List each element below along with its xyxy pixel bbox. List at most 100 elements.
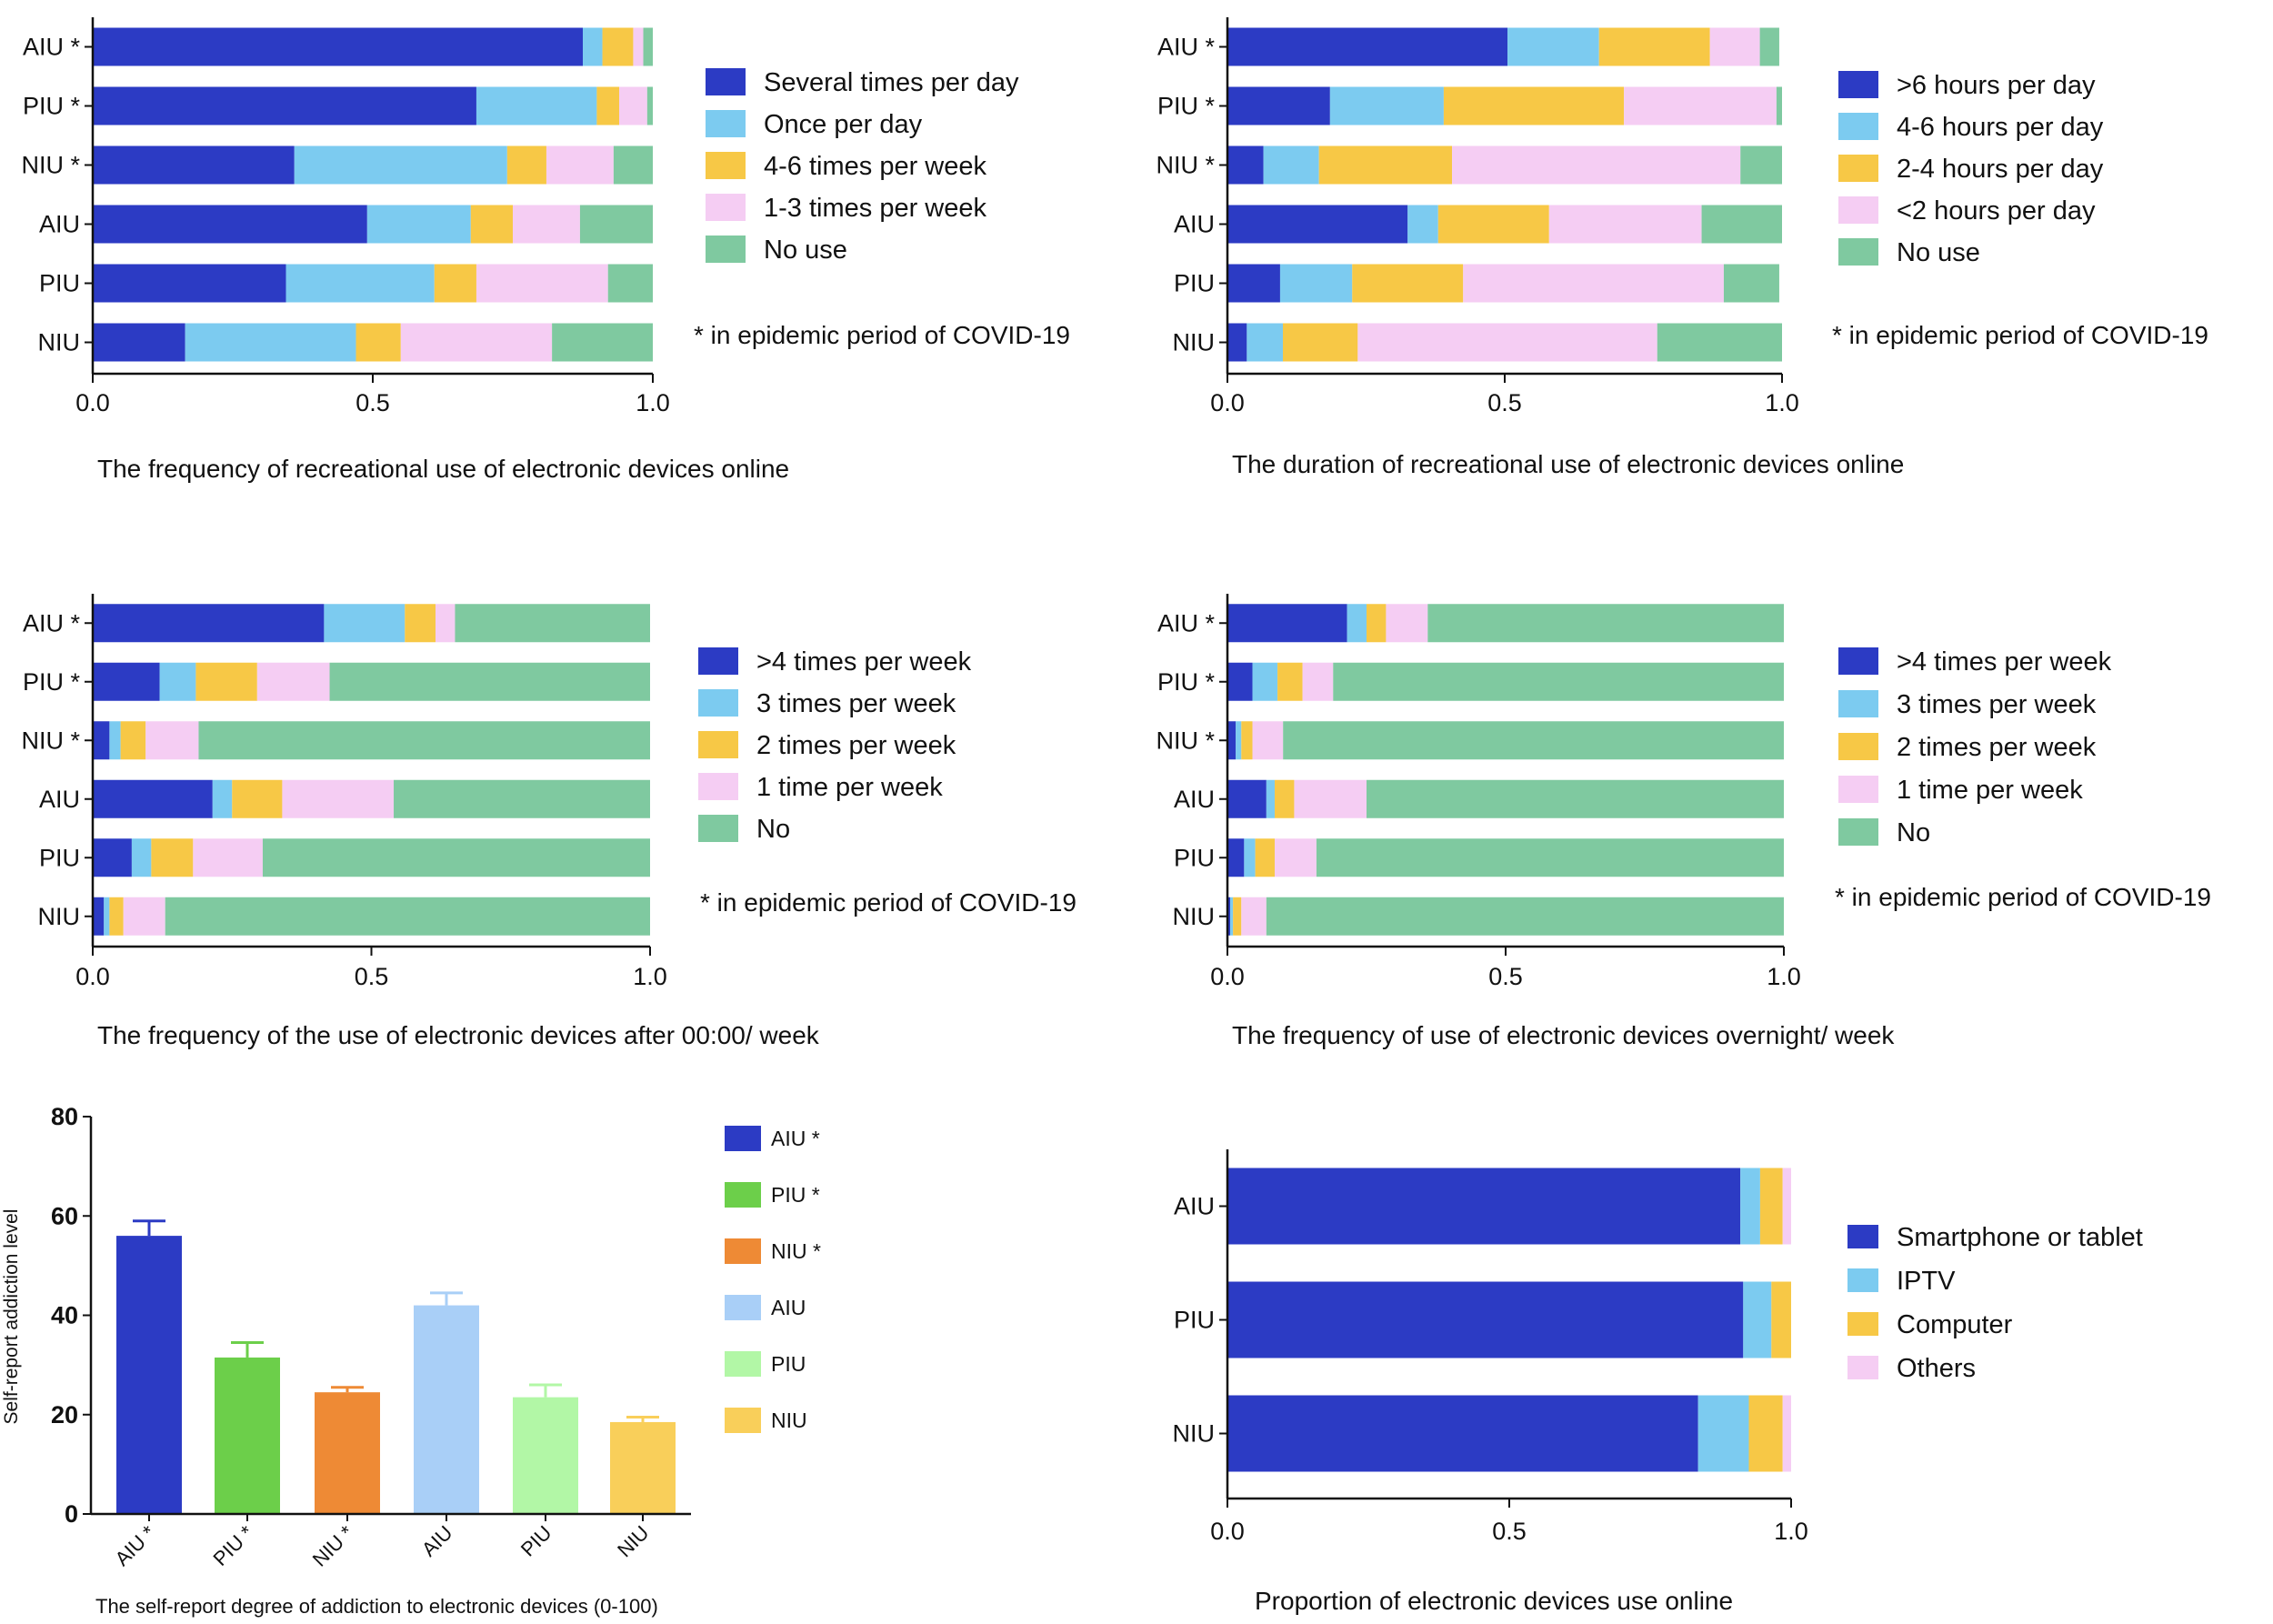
legend-swatch-no-use bbox=[706, 236, 746, 263]
x-tick-label-aiu: AIU bbox=[417, 1521, 457, 1561]
bar-piu-star-2-4-hours-per-day bbox=[1443, 86, 1625, 125]
bar-aiu-3-times-per-week bbox=[212, 779, 233, 818]
bar-piu-star-1-3-times-per-week bbox=[619, 86, 647, 125]
bar-piu-star-4-6-hours-per-day bbox=[1329, 86, 1444, 125]
legend-swatch-3-times-per-week bbox=[1838, 690, 1878, 717]
legend-label-niu: NIU bbox=[771, 1408, 807, 1432]
x-axis-label: The self-report degree of addiction to e… bbox=[95, 1595, 658, 1618]
bar-piu-star-no bbox=[1333, 662, 1784, 701]
legend-swatch-no bbox=[1838, 818, 1878, 846]
bar-niu-3-times-per-week bbox=[104, 897, 110, 936]
legend-swatch-niu-star bbox=[725, 1238, 761, 1264]
legend-label-others: Others bbox=[1897, 1354, 1976, 1383]
legend-swatch-smartphone-or-tablet bbox=[1847, 1225, 1878, 1248]
x-axis-label: The frequency of recreational use of ele… bbox=[97, 455, 789, 483]
x-axis-label: Proportion of electronic devices use onl… bbox=[1255, 1587, 1733, 1615]
legend-label-no: No bbox=[756, 815, 790, 844]
y-tick-label-piu-star: PIU * bbox=[1157, 93, 1216, 120]
bar-niu-6-hours-per-day bbox=[1227, 323, 1247, 362]
x-tick-label: 1.0 bbox=[633, 963, 667, 990]
bar-piu-star-no-use bbox=[1776, 86, 1782, 125]
legend-label-4-6-times-per-week: 4-6 times per week bbox=[764, 152, 986, 181]
bar-niu-1-time-per-week bbox=[123, 897, 165, 936]
legend-label-1-time-per-week: 1 time per week bbox=[1897, 776, 2083, 805]
y-tick-label-piu: PIU bbox=[1174, 270, 1215, 297]
bar-piu-star-4-times-per-week bbox=[1227, 662, 1253, 701]
bar-niu-4-times-per-week bbox=[1227, 897, 1231, 936]
bar-piu-iptv bbox=[1743, 1281, 1772, 1358]
legend-swatch-2-times-per-week bbox=[698, 731, 738, 758]
y-tick-label-piu-star: PIU * bbox=[1157, 668, 1216, 696]
bar-aiu-star-1-time-per-week bbox=[435, 604, 456, 643]
y-tick-label-aiu: AIU bbox=[1174, 211, 1215, 238]
bar-niu-star-6-hours-per-day bbox=[1227, 145, 1264, 185]
bar-aiu-no-use bbox=[1701, 205, 1782, 244]
x-tick-label: 0.5 bbox=[355, 389, 390, 416]
bar-aiu-star-4-6-times-per-week bbox=[602, 27, 634, 66]
bar-piu-4-times-per-week bbox=[1227, 838, 1245, 877]
bar-aiu-star-1-3-times-per-week bbox=[633, 27, 644, 66]
y-tick-label: 20 bbox=[51, 1401, 78, 1429]
legend-swatch-4-6-hours-per-day bbox=[1838, 113, 1878, 140]
legend-label-piu-star: PIU * bbox=[771, 1183, 820, 1207]
x-axis-label: The duration of recreational use of elec… bbox=[1232, 450, 1904, 478]
x-tick-label: 0.0 bbox=[1210, 963, 1245, 990]
legend-swatch-computer bbox=[1847, 1312, 1878, 1336]
bar-aiu-star-2-times-per-week bbox=[1367, 604, 1387, 643]
bar-niu-star-2-times-per-week bbox=[120, 721, 146, 760]
x-tick-label: 0.5 bbox=[355, 963, 389, 990]
bar-aiu-star-3-times-per-week bbox=[324, 604, 406, 643]
bar-niu-star-no-use bbox=[1740, 145, 1782, 185]
legend-swatch-several-times-per-day bbox=[706, 68, 746, 95]
bar-aiu-4-6-times-per-week bbox=[470, 205, 513, 244]
x-tick-label-niu: NIU bbox=[613, 1521, 653, 1561]
bar-aiu-iptv bbox=[1740, 1168, 1760, 1245]
y-tick-label-piu: PIU bbox=[39, 270, 80, 297]
legend-swatch-no-use bbox=[1838, 238, 1878, 266]
bar-niu-star-4-6-hours-per-day bbox=[1263, 145, 1319, 185]
bar-piu-star-several-times-per-day bbox=[93, 86, 476, 125]
legend-swatch-niu bbox=[725, 1408, 761, 1433]
bar-niu-once-per-day bbox=[185, 323, 356, 362]
bar-aiu-star bbox=[116, 1236, 182, 1514]
x-tick-label: 1.0 bbox=[1765, 389, 1799, 416]
y-tick-label-niu-star: NIU * bbox=[1156, 727, 1215, 754]
footnote: * in epidemic period of COVID-19 bbox=[694, 321, 1070, 349]
legend-label-no-use: No use bbox=[764, 236, 847, 265]
bar-niu-star-1-time-per-week bbox=[1252, 721, 1284, 760]
bar-niu-star-no bbox=[198, 721, 650, 760]
chart-6: AIU PIU NIU 0.0 0.5 1.0 Proportion of electron… bbox=[1173, 1149, 2143, 1615]
bar-niu-iptv bbox=[1697, 1395, 1749, 1472]
y-axis-label: Self-report addiction level bbox=[1, 1209, 22, 1425]
bar-aiu-star-2-times-per-week bbox=[405, 604, 436, 643]
y-tick-label-piu: PIU bbox=[1174, 844, 1215, 871]
y-tick-label-aiu: AIU bbox=[39, 786, 80, 813]
bar-niu-3-times-per-week bbox=[1230, 897, 1234, 936]
legend-swatch-no bbox=[698, 815, 738, 842]
legend-swatch-2-hours-per-day bbox=[1838, 196, 1878, 224]
bar-piu-3-times-per-week bbox=[131, 838, 152, 877]
bar-piu-no bbox=[1316, 838, 1784, 877]
y-tick-label: 40 bbox=[51, 1302, 78, 1329]
y-tick-label-aiu: AIU bbox=[1174, 1193, 1215, 1220]
y-tick-label-aiu-star: AIU * bbox=[1157, 34, 1216, 61]
footnote: * in epidemic period of COVID-19 bbox=[700, 888, 1076, 917]
y-tick-label-aiu-star: AIU * bbox=[1157, 609, 1216, 637]
bar-niu-several-times-per-day bbox=[93, 323, 185, 362]
legend-swatch-4-times-per-week bbox=[698, 647, 738, 675]
bar-aiu-star-several-times-per-day bbox=[93, 27, 583, 66]
legend-swatch-6-hours-per-day bbox=[1838, 71, 1878, 98]
bar-piu-several-times-per-day bbox=[93, 264, 286, 303]
bar-niu-1-time-per-week bbox=[1241, 897, 1267, 936]
bar-piu-no bbox=[262, 838, 650, 877]
bar-niu-no bbox=[165, 897, 650, 936]
bar-piu-computer bbox=[1771, 1281, 1791, 1358]
bar-niu-no-use bbox=[552, 323, 653, 362]
bar-aiu-6-hours-per-day bbox=[1227, 205, 1408, 244]
legend-label-4-times-per-week: >4 times per week bbox=[756, 647, 972, 677]
bar-niu-2-times-per-week bbox=[109, 897, 124, 936]
bar-piu-star-4-6-times-per-week bbox=[596, 86, 620, 125]
bar-niu-smartphone-or-tablet bbox=[1227, 1395, 1698, 1472]
bar-piu-no-use bbox=[607, 264, 653, 303]
y-tick-label-aiu: AIU bbox=[39, 211, 80, 238]
